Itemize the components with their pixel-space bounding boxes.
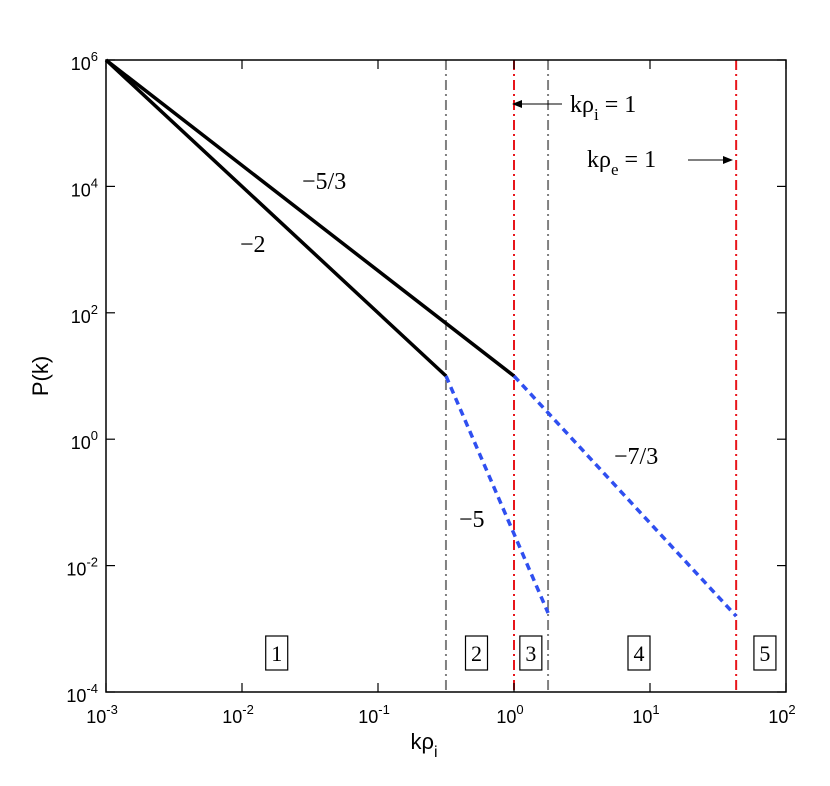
y-tick-label-2: 100 (71, 428, 98, 453)
region-label-1: 1 (271, 641, 282, 666)
slope-label-minus-2: −2 (240, 232, 266, 258)
y-tick-label-0: 10-4 (66, 681, 98, 706)
kpe-annotation-rest: = 1 (619, 147, 657, 173)
kpi-annotation: kρi = 1 (512, 92, 636, 124)
x-axis-title: kρi (410, 729, 437, 761)
series-line-2 (104, 58, 516, 378)
x-tick-label-2: 10-1 (358, 702, 390, 727)
kpe-annotation-sub: e (611, 160, 619, 179)
kpi-annotation-rest: = 1 (599, 92, 637, 118)
region-label-5: 5 (759, 641, 770, 666)
data-series (104, 58, 738, 618)
y-tick-label-1: 10-2 (66, 555, 98, 580)
kpe-annotation-text: kρ (587, 147, 611, 173)
region-label-3: 3 (525, 641, 536, 666)
x-axis-title-sub: i (434, 744, 438, 761)
x-tick-label-4: 101 (632, 702, 659, 727)
kpe-arrow-head (723, 156, 733, 164)
svg-text:kρi = 1: kρi = 1 (570, 92, 636, 124)
y-tick-label-4: 104 (71, 175, 98, 200)
region-label-4: 4 (633, 641, 644, 666)
x-tick-label-1: 10-2 (222, 702, 254, 727)
region-box-5 (753, 635, 777, 671)
y-tick-label-5: 106 (71, 49, 98, 74)
kpi-annotation-sub: i (594, 105, 599, 124)
x-axis-title-main: kρ (410, 729, 434, 754)
region-labels: 1 2 3 4 5 (265, 635, 777, 671)
y-tick-label-3: 102 (71, 302, 98, 327)
region-box-2 (464, 635, 489, 671)
kpi-arrow-head (512, 100, 522, 108)
slope-label-minus-5-3: −5/3 (302, 169, 346, 195)
x-tick-label-3: 100 (496, 702, 523, 727)
region-label-2: 2 (471, 641, 482, 666)
kpe-annotation: kρe = 1 (587, 147, 733, 179)
plot-frame (105, 59, 787, 693)
x-tick-label-5: 102 (768, 702, 795, 727)
series-line-0 (104, 58, 448, 378)
svg-text:kρe = 1: kρe = 1 (587, 147, 656, 179)
x-tick-label-0: 10-3 (86, 702, 118, 727)
slope-label-minus-5: −5 (459, 507, 485, 533)
series-line-3 (512, 374, 738, 618)
kpi-annotation-text: kρ (570, 92, 594, 118)
region-box-4 (627, 635, 651, 671)
region-box-3 (519, 635, 543, 671)
axis-ticks: 10-3 10-2 10-1 100 101 102 10-4 10-2 100 102 104 10… (66, 49, 795, 727)
slope-label-minus-7-3: −7/3 (614, 444, 658, 470)
region-box-1 (265, 635, 289, 671)
y-axis-title: P(k) (28, 356, 53, 396)
